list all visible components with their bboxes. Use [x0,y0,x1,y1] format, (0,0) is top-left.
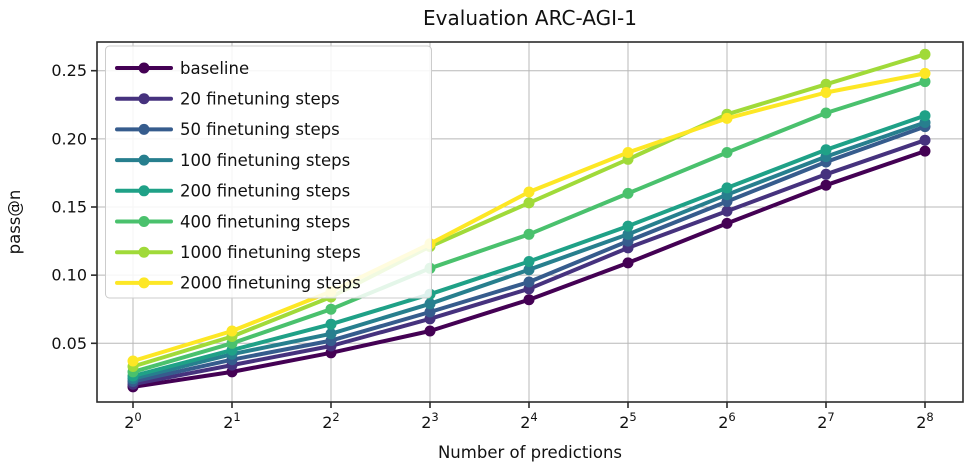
data-point [721,205,733,217]
y-tick-label: 0.25 [51,61,87,80]
legend-item: 100 finetuning steps [115,151,350,170]
x-tick-label: 21 [223,410,241,432]
y-tick-label: 0.15 [51,198,87,217]
data-point [523,228,535,240]
legend-marker-swatch [138,185,150,197]
data-point [721,147,733,158]
x-tick-label: 24 [520,410,538,432]
x-tick-label: 27 [817,410,835,432]
plot-border [96,41,964,403]
y-tick-label: 0.10 [51,266,87,285]
legend-item: 50 finetuning steps [115,120,340,139]
legend-marker-swatch [138,154,150,166]
data-point [820,78,832,90]
data-point [919,145,931,157]
data-point [919,48,931,60]
legend-label: 1000 finetuning steps [180,243,361,262]
data-point [523,264,535,276]
data-point [523,276,535,288]
data-point [622,187,634,199]
legend-item: 1000 finetuning steps [115,243,361,262]
data-point [622,257,634,269]
x-tick-label: 28 [916,410,934,432]
data-point [919,67,931,79]
data-point [820,179,832,191]
x-tick-label: 22 [322,410,340,432]
legend-label: 20 finetuning steps [180,90,340,109]
legend-label: 400 finetuning steps [180,212,350,231]
y-axis-label: pass@n [5,190,24,255]
data-point [424,298,436,310]
x-tick-label: 25 [619,410,637,432]
legend-item: 200 finetuning steps [115,182,350,201]
data-point [127,355,139,367]
data-point [820,107,832,119]
data-point [325,328,337,340]
data-point [325,303,337,315]
data-point [622,220,634,232]
data-point [820,87,832,98]
legend-item: 2000 finetuning steps [115,274,361,293]
legend-marker-swatch [138,123,150,135]
x-tick-label: 26 [718,410,736,432]
legend: baseline 20 finetuning steps 50 finetuning… [105,45,432,299]
data-point [523,197,535,209]
x-axis-label: Number of predictions [438,443,622,462]
legend-marker-swatch [138,216,150,227]
data-point [226,325,238,337]
legend-label: 2000 finetuning steps [180,274,361,293]
data-point [424,325,436,337]
x-tick-label: 23 [421,410,439,432]
data-point [622,147,634,158]
y-tick-label: 0.05 [51,334,87,353]
x-tick-label: 20 [124,410,142,432]
legend-label: 100 finetuning steps [180,151,350,170]
legend-item: 20 finetuning steps [115,90,340,109]
legend-marker-swatch [138,277,150,289]
data-point [919,134,931,146]
data-point [523,186,535,198]
data-point [424,306,436,318]
data-point [820,144,832,156]
legend-item: 400 finetuning steps [115,212,350,231]
data-point [523,294,535,306]
data-point [721,182,733,194]
data-point [523,256,535,267]
legend-marker-swatch [138,62,150,74]
legend-marker-swatch [138,93,150,105]
data-point [325,318,337,330]
axis-tick-labels: 20 21 22 23 24 25 26 27 28 0.05 0.10 0.15 0.20 0.25 [51,61,933,432]
legend-label: 50 finetuning steps [180,120,340,139]
data-point [622,228,634,240]
data-point [919,110,931,122]
legend-item: baseline [115,59,249,78]
y-tick-label: 0.20 [51,129,87,148]
legend-box [105,45,432,299]
data-point [721,112,733,124]
data-point [721,217,733,229]
axis-tick-marks [91,69,926,408]
legend-label: 200 finetuning steps [180,182,350,201]
legend-label: baseline [180,59,249,78]
chart-title: Evaluation ARC-AGI-1 [423,6,637,30]
legend-marker-swatch [138,246,150,258]
data-point [820,168,832,180]
data-point [919,76,931,88]
